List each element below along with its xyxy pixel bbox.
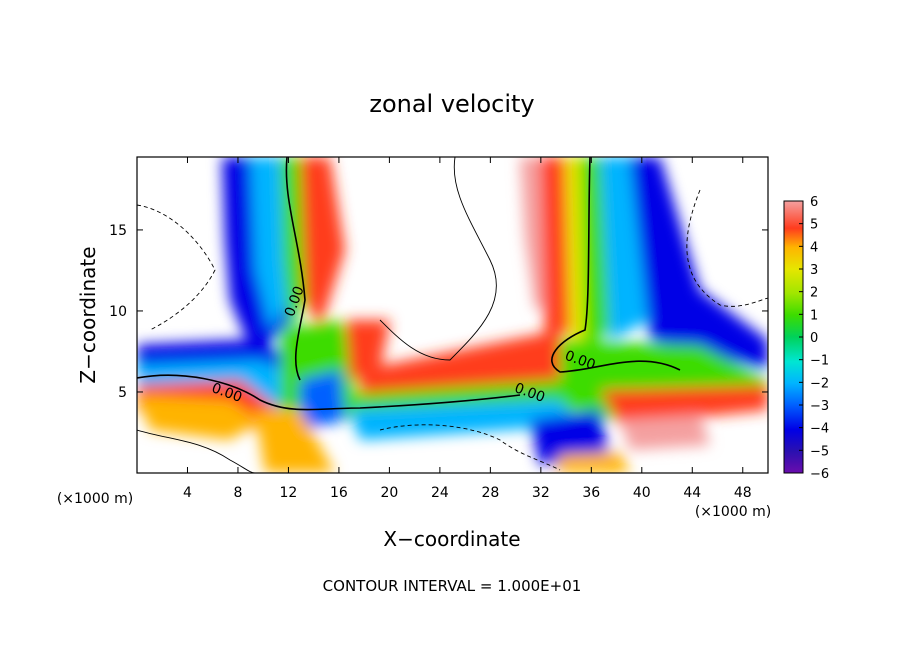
- y-tick-label-15: 15: [109, 223, 127, 239]
- x-tick-label-4: 4: [183, 485, 192, 501]
- colorbar-tick-label-12: −6: [810, 467, 829, 482]
- low-orange-band: [137, 395, 260, 440]
- x-unit-left: (×1000 m): [57, 491, 133, 507]
- x-tick-label-48: 48: [734, 485, 752, 501]
- contour-thin-lower-left: [137, 429, 256, 473]
- bridge-blue: [300, 370, 345, 430]
- colorbar-tick-label-4: 2: [810, 286, 818, 301]
- right-lower-pink: [620, 415, 710, 450]
- contour-solid-left: [285, 157, 306, 381]
- left-jet-red: [300, 157, 345, 330]
- contour-solid-right: [551, 157, 681, 373]
- bridge-red: [345, 320, 390, 380]
- x-tick-label-24: 24: [431, 485, 449, 501]
- contour-thin-center: [379, 157, 497, 361]
- right-jet-blue: [630, 157, 768, 370]
- y-axis: 5 10 15: [109, 223, 768, 401]
- velocity-field: [137, 157, 768, 473]
- right-lower-blue: [530, 410, 610, 465]
- contour-dashed-right: [686, 189, 768, 307]
- x-tick-label-36: 36: [582, 485, 600, 501]
- left-jet-green: [280, 157, 305, 340]
- colorbar-ticks: 6 5 4 3 2 1 0 −1 −2 −3 −4 −5 −6: [799, 195, 829, 482]
- colorbar-tick-label-7: −1: [810, 354, 829, 369]
- x-tick-label-32: 32: [532, 485, 550, 501]
- x-tick-label-20: 20: [380, 485, 398, 501]
- plot-frame: [136, 156, 769, 474]
- chart-title: zonal velocity: [369, 90, 534, 118]
- left-jet-cyan: [250, 157, 290, 330]
- x-unit-right: (×1000 m): [695, 504, 771, 520]
- x-tick-label-8: 8: [233, 485, 242, 501]
- y-tick-label-5: 5: [118, 385, 127, 401]
- mid-band-cyan: [350, 400, 580, 440]
- colorbar-tick-label-11: −5: [810, 444, 829, 459]
- colorbar-tick-label-1: 5: [810, 218, 818, 233]
- colorbar-tick-label-9: −3: [810, 399, 829, 414]
- y-tick-label-10: 10: [109, 304, 127, 320]
- contour-interval-footer: CONTOUR INTERVAL = 1.000E+01: [323, 577, 582, 595]
- colorbar-tick-label-6: 0: [810, 331, 818, 346]
- contour-solid-low: [137, 374, 521, 411]
- bridge-orange-stem: [255, 410, 335, 473]
- colorbar-tick-label-10: −4: [810, 422, 829, 437]
- x-tick-label-28: 28: [481, 485, 499, 501]
- x-tick-label-16: 16: [330, 485, 348, 501]
- colorbar-tick-label-8: −2: [810, 376, 829, 391]
- colorbar-tick-label-0: 6: [810, 195, 818, 210]
- right-lower-red: [600, 385, 768, 425]
- colorbar-tick-label-5: 1: [810, 308, 818, 323]
- colorbar-tick-label-2: 4: [810, 240, 818, 255]
- bottom-orange-patch: [555, 452, 630, 473]
- x-axis: 4 8 12 16 20 24 28 32 36 40 44 48: [183, 157, 752, 501]
- y-axis-label: Z−coordinate: [76, 246, 100, 383]
- x-tick-label-40: 40: [633, 485, 651, 501]
- x-axis-label: X−coordinate: [383, 527, 520, 551]
- contour-lines: [137, 157, 768, 473]
- contour-dashed-left: [137, 204, 216, 331]
- x-tick-label-44: 44: [683, 485, 701, 501]
- colorbar-tick-label-3: 3: [810, 263, 818, 278]
- x-tick-label-12: 12: [280, 485, 298, 501]
